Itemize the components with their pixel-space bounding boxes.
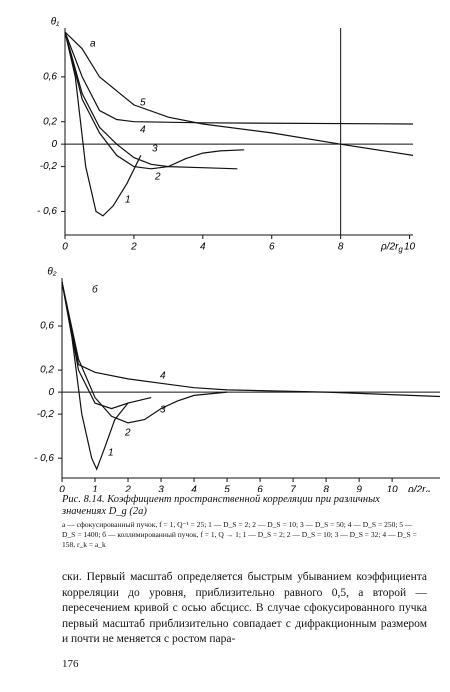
caption-legend: а — сфокусированный пучок, f = 1, Q⁻¹ = …	[62, 520, 417, 549]
x-axis-label: ρ/2rg	[407, 485, 430, 492]
curve-label: 4	[160, 371, 166, 382]
x-tick-label: 8	[338, 242, 344, 253]
panel-label: а	[90, 39, 96, 50]
x-tick-label: 3	[158, 485, 164, 492]
body-text: ски. Первый масштаб определяется быстрым…	[62, 571, 427, 645]
curve	[61, 281, 129, 471]
curve	[64, 31, 238, 170]
y-tick-label: 0	[51, 139, 57, 150]
x-tick-label: 10	[404, 242, 416, 253]
x-tick-label: 5	[224, 485, 230, 492]
curve	[64, 31, 142, 217]
x-axis-label: ρ/2rg	[380, 242, 403, 254]
y-tick-label: -0,2	[40, 161, 58, 172]
curve-label: 4	[140, 125, 146, 136]
x-tick-label: 1	[92, 485, 98, 492]
y-tick-label: 0,2	[40, 365, 54, 376]
y-tick-label: 0,6	[43, 72, 57, 83]
caption-title: Рис. 8.14. Коэффициент пространственной …	[62, 494, 380, 517]
curve	[61, 281, 228, 424]
x-tick-label: 2	[130, 242, 137, 253]
curve-label: 2	[154, 172, 161, 183]
curve-label: 3	[152, 144, 158, 155]
curve	[61, 281, 441, 398]
curve	[64, 31, 414, 156]
y-tick-label: - 0,6	[37, 206, 57, 217]
y-tick-label: - 0,6	[34, 453, 54, 464]
x-axis-label-sub: g	[425, 488, 430, 492]
panel-label: б	[92, 284, 98, 296]
y-tick-label: 0	[48, 387, 54, 398]
x-tick-label: 10	[387, 485, 399, 492]
curve-label: 1	[108, 448, 114, 459]
x-tick-label: 6	[257, 485, 263, 492]
curve-label: 5	[140, 98, 146, 109]
x-tick-label: 2	[124, 485, 131, 492]
y-tick-label: 0,2	[43, 116, 57, 127]
x-tick-label: 4	[191, 485, 197, 492]
x-tick-label: 6	[269, 242, 275, 253]
caption: Рис. 8.14. Коэффициент пространственной …	[62, 494, 422, 550]
x-axis-label-sub: g	[398, 245, 403, 254]
y-tick-label: 0,6	[40, 321, 54, 332]
page-number: 176	[62, 658, 79, 670]
y-tick-label: -0,2	[37, 409, 55, 420]
x-tick-label: 7	[290, 485, 296, 492]
y-axis-label: θ₁	[51, 17, 60, 28]
x-tick-label: 0	[59, 485, 65, 492]
x-tick-label: 9	[356, 485, 362, 492]
y-axis-label: θ₂	[47, 267, 56, 278]
x-tick-label: 4	[200, 242, 206, 253]
curve	[61, 281, 152, 410]
x-tick-label: 0	[62, 242, 68, 253]
curve-label: 1	[125, 195, 131, 206]
curve-label: 2	[124, 428, 131, 439]
curve-label: 3	[160, 405, 166, 416]
x-tick-label: 8	[323, 485, 329, 492]
curve	[64, 31, 414, 125]
curve	[64, 31, 245, 170]
